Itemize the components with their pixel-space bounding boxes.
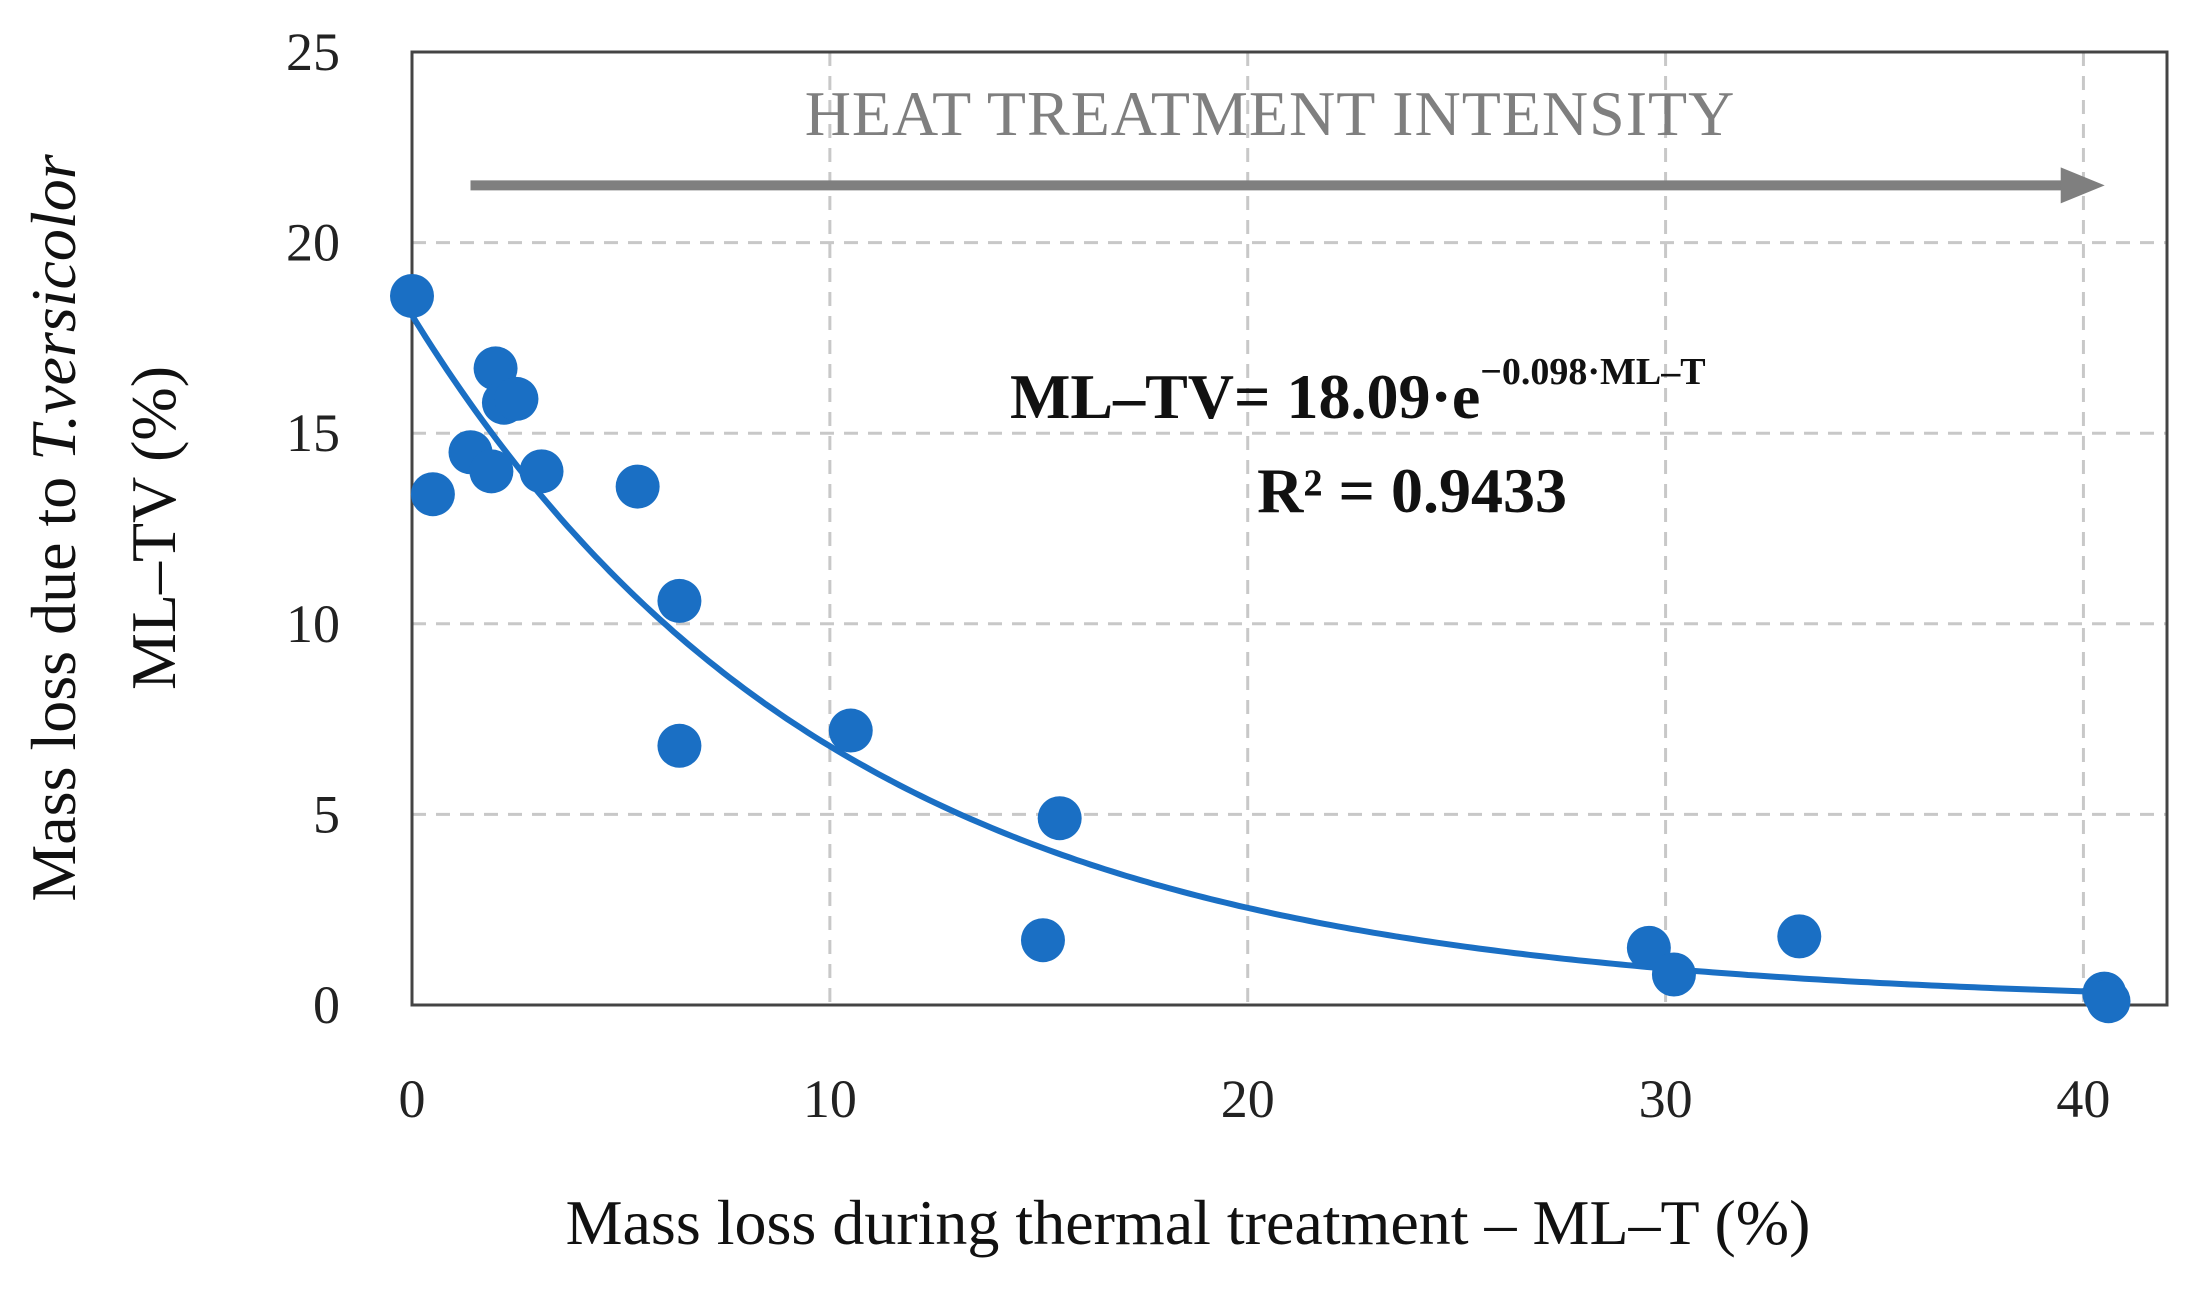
- heat-treatment-annotation: HEAT TREATMENT INTENSITY: [470, 78, 2105, 204]
- data-point-9: [615, 464, 660, 509]
- plot-area-frame: [410, 50, 2169, 1007]
- y-tick-label-25: 25: [286, 22, 340, 82]
- data-point-13: [1020, 918, 1065, 963]
- x-tick-label-10: 10: [803, 1069, 857, 1129]
- y-tick-label-15: 15: [286, 403, 340, 463]
- data-point-16: [1651, 952, 1696, 997]
- data-point-2: [410, 472, 455, 517]
- y-tick-label-5: 5: [313, 784, 340, 844]
- heat-treatment-label: HEAT TREATMENT INTENSITY: [805, 78, 1736, 149]
- equation-text: ML–TV= 18.09·e−0.098·ML–T: [1010, 351, 1706, 432]
- x-axis-title: Mass loss during thermal treatment – ML–…: [566, 1187, 1811, 1258]
- y-tick-label-20: 20: [286, 213, 340, 273]
- y-axis-title-species: T.versicolor: [18, 153, 89, 460]
- tick-labels: 0 5 10 15 20 25 0 10 20 30 40: [286, 22, 2110, 1129]
- data-point-8: [519, 449, 564, 494]
- x-tick-label-30: 30: [1639, 1069, 1693, 1129]
- y-axis-title-prefix: Mass loss due to: [18, 461, 89, 902]
- y-axis-title-line1: Mass loss due to T.versicolor: [18, 153, 89, 901]
- data-point-10: [657, 578, 702, 623]
- y-axis-title-line2: ML–TV (%): [118, 366, 189, 690]
- data-point-7: [494, 376, 539, 421]
- fit-equation: ML–TV= 18.09·e−0.098·ML–T R² = 0.9433: [1010, 351, 1706, 526]
- gridlines: [412, 52, 2167, 1005]
- data-point-14: [1037, 796, 1082, 841]
- data-point-19: [2086, 979, 2131, 1024]
- x-tick-label-40: 40: [2056, 1069, 2110, 1129]
- data-point-12: [828, 708, 873, 753]
- y-tick-label-0: 0: [313, 975, 340, 1035]
- equation-lhs: ML–TV= 18.09·e: [1010, 361, 1480, 432]
- arrow-head-icon: [2060, 167, 2105, 204]
- data-points: [390, 273, 2131, 1024]
- fit-curve: [409, 313, 2109, 996]
- data-point-1: [390, 273, 434, 318]
- data-point-11: [657, 723, 702, 768]
- data-point-4: [469, 449, 514, 494]
- data-point-17: [1777, 914, 1822, 959]
- x-tick-label-20: 20: [1221, 1069, 1275, 1129]
- x-tick-label-0: 0: [399, 1069, 426, 1129]
- equation-exponent: −0.098·ML–T: [1480, 351, 1705, 393]
- y-tick-label-10: 10: [286, 594, 340, 654]
- r-squared-text: R² = 0.9433: [1257, 455, 1567, 526]
